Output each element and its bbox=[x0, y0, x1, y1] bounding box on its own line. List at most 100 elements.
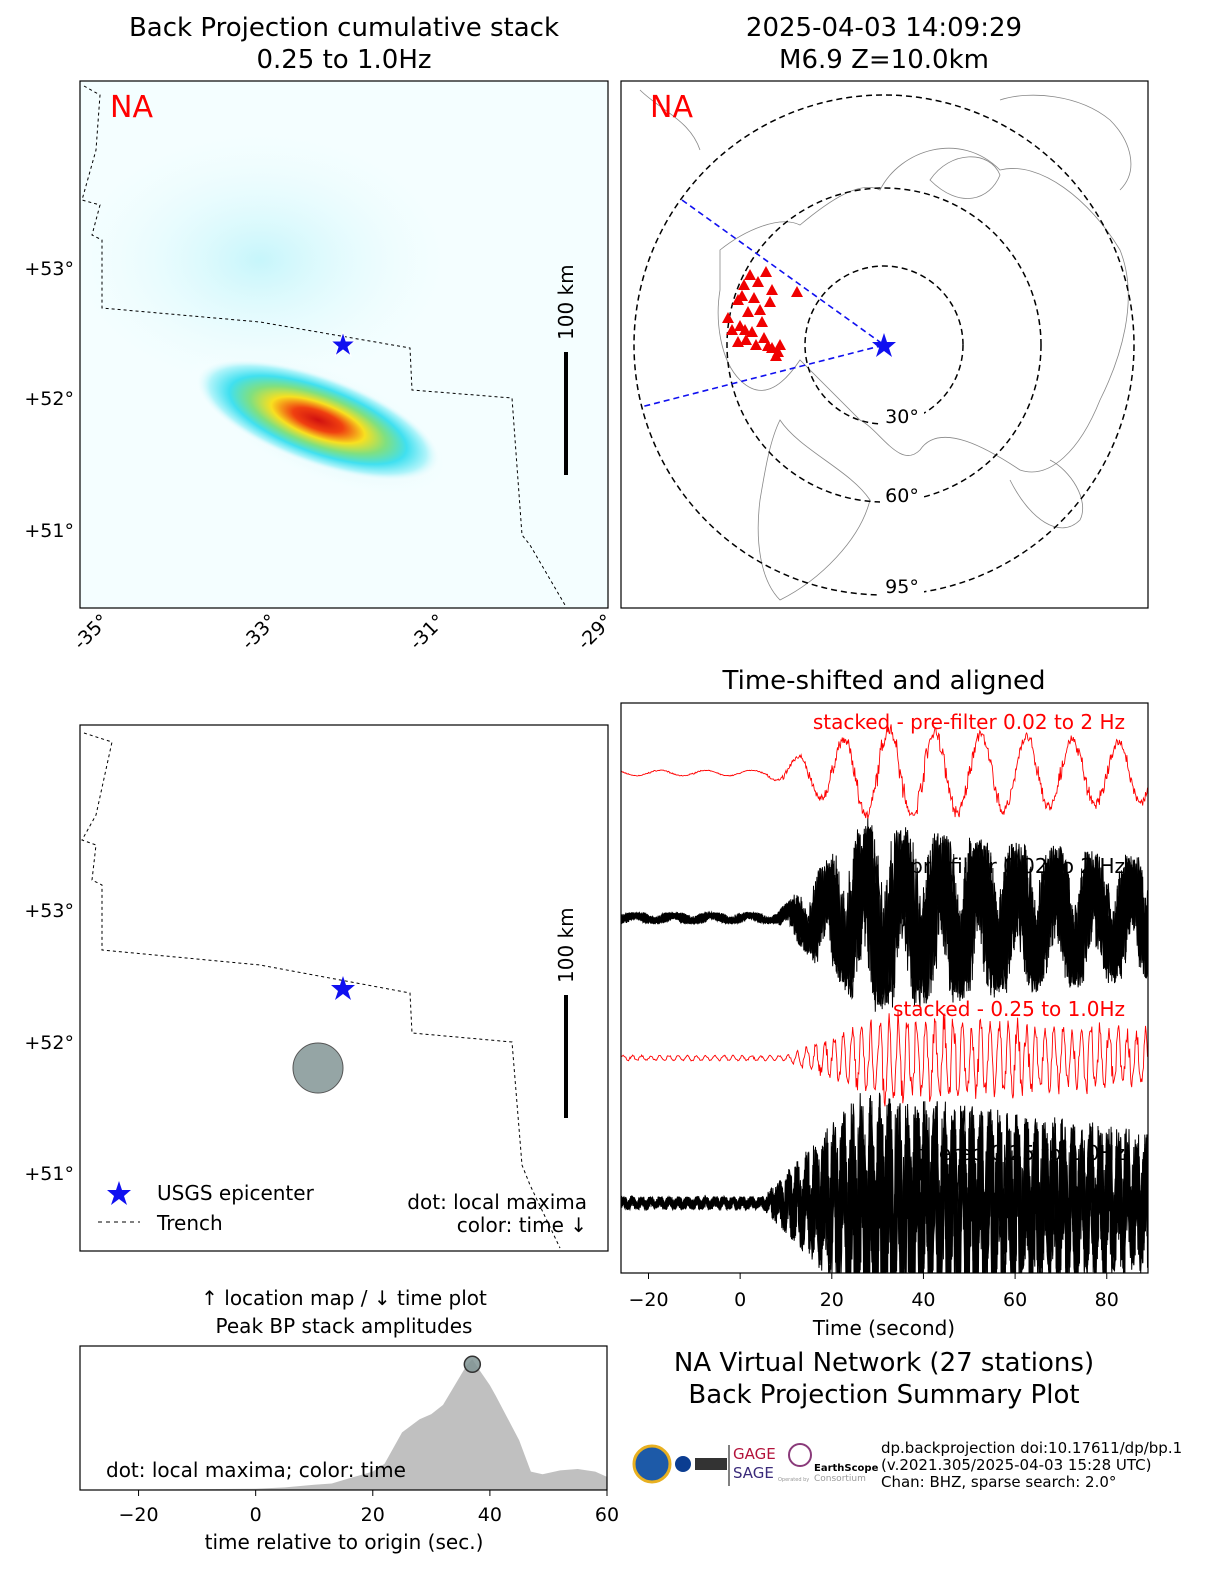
stations bbox=[722, 266, 803, 361]
bp-map-title: Back Projection cumulative stack bbox=[129, 13, 559, 43]
credit-channel: Chan: BHZ, sparse search: 2.0° bbox=[881, 1473, 1116, 1491]
station-triangle bbox=[752, 276, 764, 287]
bp-map-subtitle: 0.25 to 1.0Hz bbox=[256, 45, 431, 75]
y-tick: +52° bbox=[24, 388, 74, 410]
legend: USGS epicenter Trench bbox=[98, 1181, 315, 1235]
station-triangle bbox=[770, 350, 782, 361]
bp-stack-map: Back Projection cumulative stack 0.25 to… bbox=[24, 13, 617, 654]
station-triangle bbox=[738, 279, 750, 290]
network-label: NA bbox=[650, 90, 693, 125]
credit-version: (v.2021.305/2025-04-03 15:28 UTC) bbox=[881, 1456, 1151, 1474]
scale-label: 100 km bbox=[554, 907, 578, 983]
x-tick: -35° bbox=[69, 610, 113, 654]
summary: NA Virtual Network (27 stations) Back Pr… bbox=[632, 1348, 1182, 1491]
amplitude-area bbox=[80, 1359, 607, 1490]
note-dot: dot: local maxima bbox=[407, 1190, 587, 1214]
gage-logo: GAGE bbox=[733, 1445, 776, 1463]
station-triangle bbox=[766, 284, 778, 295]
station-triangle bbox=[791, 286, 803, 297]
azimuth-range-lines bbox=[640, 199, 886, 408]
station-triangle bbox=[726, 324, 738, 335]
note-color: color: time ↓ bbox=[457, 1213, 587, 1237]
local-maxima-location-map: 100 km +53° +52° +51° USGS epicenter Tre… bbox=[24, 724, 609, 1252]
ring-label-60: 60° bbox=[885, 485, 919, 507]
operated-by-text: Operated by bbox=[778, 1477, 809, 1483]
trace-label: stacked - pre-filter 0.02 to 2 Hz bbox=[813, 710, 1125, 734]
epicenter-star bbox=[872, 333, 896, 357]
time-plot-title: ↑ location map / ↓ time plot bbox=[201, 1286, 487, 1310]
y-tick: +52° bbox=[24, 1032, 74, 1054]
coastlines bbox=[639, 89, 1132, 601]
event-time: 2025-04-03 14:09:29 bbox=[746, 13, 1022, 43]
time-plot-annotation: dot: local maxima; color: time bbox=[106, 1458, 406, 1482]
local-maximum-dot bbox=[292, 1042, 344, 1094]
nsf-logo bbox=[632, 1444, 672, 1484]
logos: GAGE SAGE EarthScope Consortium Operated… bbox=[632, 1443, 879, 1486]
station-triangle bbox=[722, 312, 734, 323]
station-triangle bbox=[732, 336, 744, 347]
x-tick: −20 bbox=[628, 1289, 668, 1311]
stacked-filtered-trace bbox=[621, 1010, 1148, 1107]
legend-trench: Trench bbox=[156, 1211, 223, 1235]
station-triangle bbox=[744, 269, 756, 280]
scale-label: 100 km bbox=[554, 264, 578, 340]
ring-60 bbox=[726, 187, 1042, 503]
station-triangle bbox=[750, 339, 762, 350]
stack-haze bbox=[80, 110, 480, 410]
station-globe-map: 2025-04-03 14:09:29 M6.9 Z=10.0km NA 3 bbox=[620, 13, 1149, 609]
x-tick: 20 bbox=[820, 1289, 844, 1311]
station-triangle bbox=[754, 304, 766, 315]
station-triangle bbox=[748, 292, 760, 303]
epicenter-star bbox=[331, 976, 355, 1000]
nasa-logo bbox=[675, 1456, 691, 1472]
x-tick: 0 bbox=[734, 1289, 746, 1311]
y-tick: +51° bbox=[24, 1163, 74, 1185]
station-triangle bbox=[756, 316, 768, 327]
legend-epicenter: USGS epicenter bbox=[157, 1181, 315, 1205]
earthscope-logo bbox=[788, 1443, 812, 1467]
usgs-logo bbox=[695, 1458, 727, 1470]
trace-label: filtered 0.25 to 1.0Hz bbox=[913, 1141, 1125, 1165]
y-tick: +53° bbox=[24, 258, 74, 280]
x-tick: 60 bbox=[1003, 1289, 1027, 1311]
event-magnitude-depth: M6.9 Z=10.0km bbox=[779, 45, 989, 75]
legend-star-icon bbox=[107, 1181, 131, 1205]
y-tick: +53° bbox=[24, 900, 74, 922]
x-tick: 0 bbox=[250, 1504, 262, 1526]
ring-label-95: 95° bbox=[885, 576, 919, 598]
station-filtered-trace bbox=[621, 1102, 1148, 1273]
summary-title: NA Virtual Network (27 stations) bbox=[674, 1348, 1094, 1378]
trace-label: pre-filter 0.02 to 2 Hz bbox=[910, 854, 1125, 878]
trace-label: stacked - 0.25 to 1.0Hz bbox=[893, 997, 1125, 1021]
x-tick: 40 bbox=[911, 1289, 935, 1311]
summary-subtitle: Back Projection Summary Plot bbox=[688, 1380, 1079, 1410]
earthscope-text: EarthScope bbox=[814, 1463, 879, 1474]
x-tick: −20 bbox=[119, 1504, 159, 1526]
x-tick: -29° bbox=[573, 610, 617, 654]
consortium-text: Consortium bbox=[814, 1474, 866, 1484]
time-plot-xlabel: time relative to origin (sec.) bbox=[205, 1530, 484, 1554]
stacked-prefilter-trace bbox=[621, 724, 1148, 820]
x-tick: 20 bbox=[361, 1504, 385, 1526]
x-tick: 40 bbox=[478, 1504, 502, 1526]
station-triangle bbox=[762, 340, 774, 351]
station-prefilter-trace bbox=[621, 832, 1148, 1007]
waveform-panel: Time-shifted and aligned stacked - pre-f… bbox=[620, 666, 1149, 1340]
station-triangle bbox=[758, 332, 770, 343]
waveform-xlabel: Time (second) bbox=[812, 1316, 955, 1340]
time-plot-subtitle: Peak BP stack amplitudes bbox=[216, 1314, 473, 1338]
stack-amplitude-heatmap bbox=[194, 358, 442, 482]
peak-amplitude-time-plot: ↑ location map / ↓ time plot Peak BP sta… bbox=[79, 1286, 619, 1554]
station-triangle bbox=[736, 290, 748, 301]
epicenter-star bbox=[329, 330, 357, 358]
y-tick: +51° bbox=[24, 520, 74, 542]
sage-logo: SAGE bbox=[733, 1464, 774, 1482]
ring-label-30: 30° bbox=[885, 406, 919, 428]
waveform-title: Time-shifted and aligned bbox=[722, 666, 1046, 696]
network-label: NA bbox=[110, 90, 153, 125]
station-triangle bbox=[742, 306, 754, 317]
credit-doi: dp.backprojection doi:10.17611/dp/bp.1 bbox=[881, 1439, 1182, 1457]
x-tick: 80 bbox=[1095, 1289, 1119, 1311]
station-triangle bbox=[774, 339, 786, 350]
